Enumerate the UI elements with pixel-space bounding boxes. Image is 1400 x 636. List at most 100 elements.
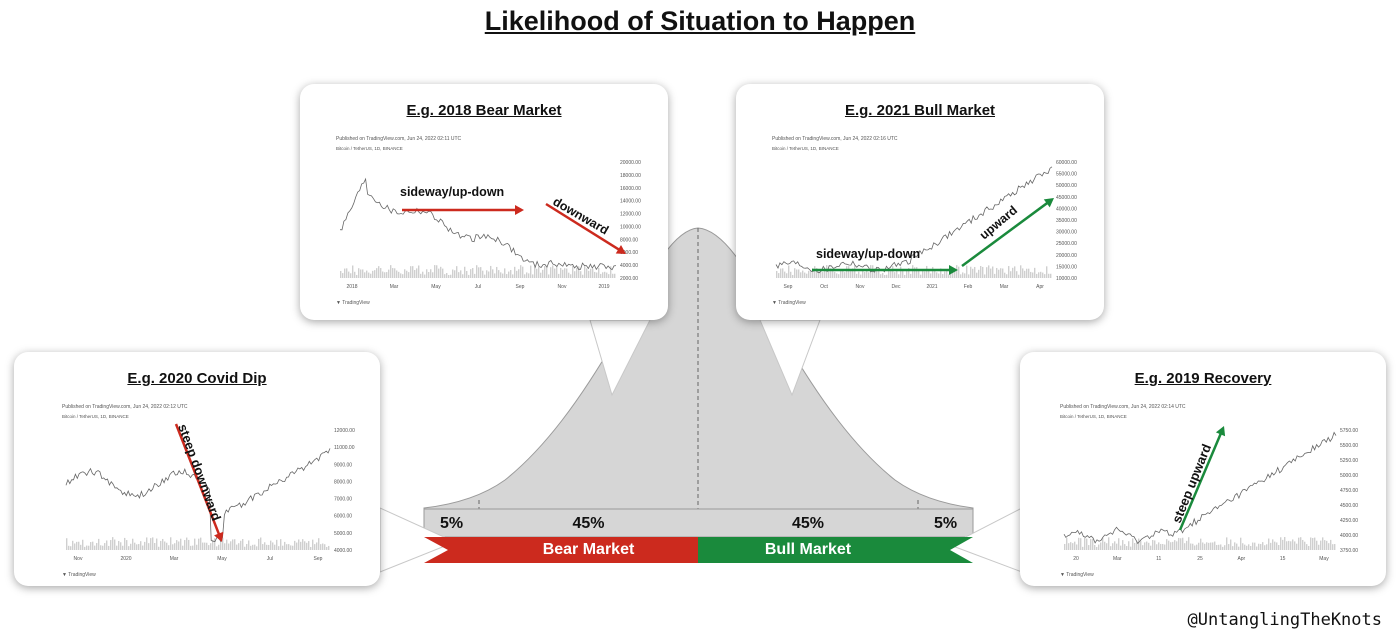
volume-bar <box>404 269 405 278</box>
y-tick-label: 4500.00 <box>1340 503 1358 509</box>
volume-bar <box>1238 547 1239 550</box>
volume-bar <box>324 544 325 550</box>
volume-bar <box>1010 271 1011 278</box>
volume-bar <box>306 543 307 550</box>
volume-bar <box>450 275 451 278</box>
volume-bar <box>1240 538 1241 550</box>
volume-bar <box>366 271 367 278</box>
volume-bar <box>890 270 891 278</box>
volume-bar <box>776 271 777 278</box>
volume-bar <box>552 265 553 278</box>
volume-bar <box>68 546 69 550</box>
volume-bar <box>1198 543 1199 550</box>
x-tick-label: Feb <box>964 284 973 290</box>
volume-bar <box>1104 542 1105 550</box>
bull-mini-chart: Published on TradingView.com, Jun 24, 20… <box>772 132 1096 308</box>
published-note: Published on TradingView.com, Jun 24, 20… <box>772 136 898 142</box>
volume-bar <box>538 267 539 278</box>
volume-bar <box>1090 539 1091 550</box>
volume-bar <box>982 267 983 278</box>
volume-bar <box>234 539 235 550</box>
volume-bar <box>1142 545 1143 550</box>
volume-bar <box>240 541 241 550</box>
volume-bar <box>414 270 415 278</box>
volume-bar <box>612 274 613 278</box>
x-tick-label: Jul <box>267 556 273 562</box>
x-tick-label: 20 <box>1073 556 1079 562</box>
volume-bar <box>1022 268 1023 278</box>
bear-market-card: E.g. 2018 Bear Market Published on Tradi… <box>300 84 668 320</box>
volume-bar <box>1324 540 1325 550</box>
volume-bar <box>798 269 799 278</box>
symbol-label: Bitcoin / TetherUS, 1D, BINANCE <box>772 146 839 151</box>
volume-bar <box>1078 538 1079 550</box>
volume-bar <box>1102 538 1103 550</box>
symbol-label: Bitcoin / TetherUS, 1D, BINANCE <box>62 414 129 419</box>
published-note: Published on TradingView.com, Jun 24, 20… <box>336 136 462 142</box>
volume-bar <box>1180 538 1181 550</box>
volume-bar <box>822 272 823 278</box>
volume-bar <box>1222 547 1223 550</box>
volume-bar <box>1120 546 1121 550</box>
volume-bar <box>558 274 559 278</box>
volume-bar <box>236 545 237 550</box>
volume-bar <box>294 541 295 550</box>
recovery-card: E.g. 2019 Recovery Published on TradingV… <box>1020 352 1386 586</box>
volume-bar <box>836 273 837 278</box>
volume-bar <box>1310 537 1311 550</box>
volume-bar <box>574 271 575 278</box>
volume-bar <box>444 274 445 278</box>
volume-bar <box>930 273 931 278</box>
volume-bar <box>592 269 593 278</box>
volume-bar <box>290 545 291 550</box>
volume-bar <box>356 275 357 278</box>
volume-bar <box>1106 543 1107 550</box>
volume-bar <box>1216 545 1217 550</box>
volume-bar <box>966 266 967 278</box>
bull-market-label: Bull Market <box>698 537 918 563</box>
volume-bar <box>800 272 801 278</box>
volume-bar <box>1170 542 1171 550</box>
volume-bar <box>1218 545 1219 550</box>
volume-bar <box>1208 543 1209 550</box>
x-tick-label: Oct <box>820 284 828 290</box>
volume-bar <box>1140 541 1141 550</box>
volume-bar <box>476 265 477 278</box>
volume-bar <box>594 272 595 278</box>
volume-bar <box>1036 274 1037 278</box>
volume-bar <box>1178 538 1179 550</box>
x-tick-label: 11 <box>1156 556 1161 562</box>
volume-bar <box>378 266 379 278</box>
volume-bar <box>848 266 849 278</box>
volume-bar <box>1118 538 1119 550</box>
volume-bar <box>572 266 573 278</box>
volume-bar <box>1038 272 1039 278</box>
volume-bar <box>1016 271 1017 278</box>
volume-bar <box>974 267 975 278</box>
x-tick-label: 2020 <box>120 556 131 562</box>
volume-bar <box>524 274 525 278</box>
volume-bar <box>550 267 551 278</box>
recovery-card-title: E.g. 2019 Recovery <box>1020 370 1386 387</box>
volume-bar <box>778 273 779 278</box>
volume-bar <box>340 271 341 278</box>
y-tick-label: 12000.00 <box>334 428 355 434</box>
volume-bar <box>1002 269 1003 278</box>
volume-bar <box>362 269 363 278</box>
volume-bar <box>896 270 897 278</box>
page-title: Likelihood of Situation to Happen <box>0 6 1400 37</box>
tradingview-logo: ▼ TradingView <box>336 300 370 306</box>
volume-bar <box>204 543 205 550</box>
volume-bar <box>460 270 461 278</box>
volume-bar <box>1202 542 1203 550</box>
volume-bar <box>438 269 439 278</box>
volume-bar <box>796 270 797 278</box>
published-note: Published on TradingView.com, Jun 24, 20… <box>1060 404 1186 410</box>
volume-bar <box>106 540 107 550</box>
volume-bar <box>1040 272 1041 278</box>
volume-bar <box>926 266 927 278</box>
volume-bar <box>1130 547 1131 550</box>
volume-bar <box>282 546 283 550</box>
y-tick-label: 9000.00 <box>334 462 352 468</box>
volume-bar <box>1008 266 1009 278</box>
